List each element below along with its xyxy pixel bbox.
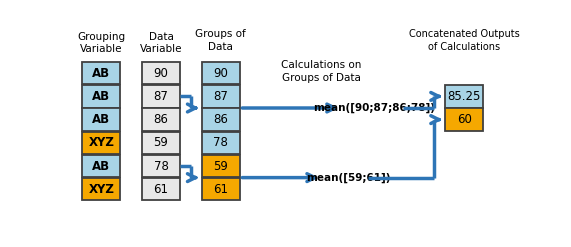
Bar: [82, 155, 120, 177]
Text: XYZ: XYZ: [89, 183, 114, 196]
Text: Data
Variable: Data Variable: [140, 32, 182, 54]
Text: 90: 90: [214, 67, 228, 80]
Bar: [142, 85, 180, 108]
Bar: [142, 62, 180, 84]
Text: Groups of
Data: Groups of Data: [195, 29, 246, 52]
Text: 78: 78: [154, 160, 168, 172]
Text: 60: 60: [457, 113, 472, 126]
Bar: [202, 178, 240, 200]
Bar: [202, 62, 240, 84]
Bar: [82, 85, 120, 108]
Bar: [142, 132, 180, 154]
Text: 87: 87: [214, 90, 228, 103]
Text: 86: 86: [154, 113, 168, 126]
Text: 59: 59: [154, 136, 168, 149]
Bar: [202, 155, 240, 177]
Text: 61: 61: [213, 183, 228, 196]
Text: 78: 78: [214, 136, 228, 149]
Bar: [82, 62, 120, 84]
Bar: [202, 85, 240, 108]
Bar: [82, 108, 120, 131]
Bar: [142, 108, 180, 131]
Bar: [82, 178, 120, 200]
Text: Grouping
Variable: Grouping Variable: [77, 32, 125, 54]
Text: 90: 90: [154, 67, 168, 80]
Text: Concatenated Outputs
of Calculations: Concatenated Outputs of Calculations: [409, 29, 520, 52]
Text: 86: 86: [214, 113, 228, 126]
Bar: [445, 85, 483, 108]
Text: 59: 59: [214, 160, 228, 172]
Bar: [202, 132, 240, 154]
Text: AB: AB: [92, 90, 110, 103]
Text: Calculations on
Groups of Data: Calculations on Groups of Data: [281, 61, 361, 83]
Text: AB: AB: [92, 113, 110, 126]
Text: mean([90;87;86;78]): mean([90;87;86;78]): [313, 103, 436, 113]
Bar: [142, 178, 180, 200]
Bar: [202, 108, 240, 131]
Bar: [82, 132, 120, 154]
Text: mean([59;61]): mean([59;61]): [305, 172, 390, 183]
Bar: [445, 108, 483, 131]
Text: AB: AB: [92, 160, 110, 172]
Text: 85.25: 85.25: [448, 90, 481, 103]
Bar: [142, 155, 180, 177]
Text: XYZ: XYZ: [89, 136, 114, 149]
Text: AB: AB: [92, 67, 110, 80]
Text: 61: 61: [154, 183, 168, 196]
Text: 87: 87: [154, 90, 168, 103]
